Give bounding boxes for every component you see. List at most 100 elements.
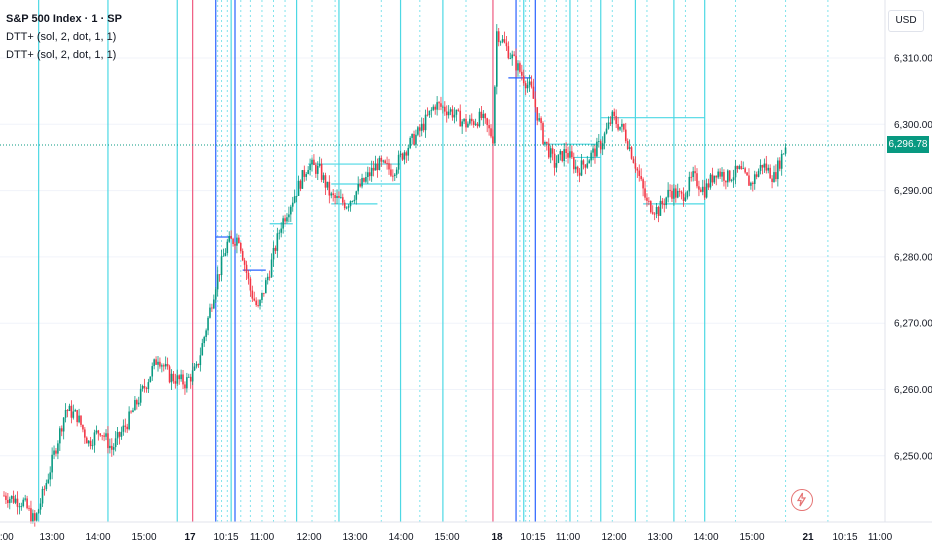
price-tick-label: 6,300.00 xyxy=(894,120,932,131)
candle-body xyxy=(66,410,69,411)
candle-body xyxy=(655,207,658,214)
candle-body xyxy=(653,213,656,215)
candle-body xyxy=(453,114,456,118)
candle-body xyxy=(530,81,533,87)
candle-body xyxy=(690,176,693,178)
candle-body xyxy=(682,193,685,201)
candle-body xyxy=(411,133,413,138)
time-tick-label: 11:00 xyxy=(556,532,581,543)
candle-body xyxy=(276,233,279,251)
candle-body xyxy=(388,163,390,170)
candle-body xyxy=(111,445,113,450)
candle-body xyxy=(105,433,107,437)
currency-button[interactable]: USD xyxy=(888,10,924,32)
candle-body xyxy=(636,168,639,171)
candle-body xyxy=(703,186,706,198)
candle-body xyxy=(114,438,117,448)
lightning-icon[interactable] xyxy=(791,489,813,511)
candle-body xyxy=(370,167,373,177)
candle-body xyxy=(51,454,53,473)
candle-body xyxy=(665,197,667,206)
candle-body xyxy=(59,428,61,444)
candle-body xyxy=(155,359,157,365)
candle-body xyxy=(648,200,650,202)
candle-body xyxy=(755,174,758,177)
time-tick-label: 21 xyxy=(802,532,814,543)
candle-body xyxy=(505,42,508,47)
candle-body xyxy=(644,188,646,198)
candle-body xyxy=(434,106,436,110)
candle-body xyxy=(93,432,96,446)
candle-body xyxy=(168,366,171,383)
candle-body xyxy=(503,39,506,43)
time-tick-label: 15:00 xyxy=(434,532,459,543)
candle-body xyxy=(97,430,100,434)
candle-body xyxy=(605,128,608,134)
candle-body xyxy=(603,133,606,144)
candle-body xyxy=(324,175,327,188)
candle-body xyxy=(211,307,213,309)
candle-body xyxy=(195,363,198,367)
candle-body xyxy=(613,111,616,117)
candle-body xyxy=(611,111,614,124)
candle-body xyxy=(528,81,531,85)
candle-body xyxy=(544,141,546,144)
candle-body xyxy=(124,425,127,427)
candle-body xyxy=(669,189,671,191)
candle-body xyxy=(484,113,487,119)
candle-body xyxy=(313,159,315,165)
candle-body xyxy=(551,148,554,154)
candle-body xyxy=(149,376,152,383)
indicator-label[interactable]: DTT+ (sol, 2, dot, 1, 1) xyxy=(6,49,117,61)
candle-body xyxy=(736,165,739,169)
candle-body xyxy=(494,86,496,144)
candle-body xyxy=(95,430,98,433)
candle-body xyxy=(584,164,587,168)
price-tick-label: 6,280.00 xyxy=(894,252,932,263)
candle-body xyxy=(186,377,188,389)
candle-body xyxy=(401,153,404,160)
candle-body xyxy=(253,298,256,301)
candle-body xyxy=(740,166,743,169)
candle-body xyxy=(303,170,306,177)
candle-body xyxy=(492,136,494,144)
candle-body xyxy=(519,63,521,72)
candle-body xyxy=(763,163,766,168)
candle-body xyxy=(522,75,525,84)
candle-body xyxy=(147,382,150,389)
candle-body xyxy=(430,109,433,111)
candle-body xyxy=(615,116,617,125)
symbol-title[interactable]: S&P 500 Index · 1 · SP xyxy=(6,13,122,25)
candle-body xyxy=(696,173,698,187)
candle-body xyxy=(363,177,365,182)
candle-body xyxy=(711,174,714,183)
candle-body xyxy=(157,361,159,365)
candle-body xyxy=(634,163,637,169)
candle-body xyxy=(109,445,111,449)
candle-body xyxy=(513,54,515,56)
candle-body xyxy=(205,330,207,338)
candle-body xyxy=(378,157,381,170)
candle-body xyxy=(507,46,510,59)
candle-body xyxy=(380,157,383,162)
candle-body xyxy=(746,172,748,176)
candle-body xyxy=(288,214,290,218)
candle-body xyxy=(136,400,138,405)
candle-body xyxy=(85,437,88,444)
candle-body xyxy=(778,160,781,169)
price-tick-label: 6,270.00 xyxy=(894,319,932,330)
candle-body xyxy=(521,71,523,76)
indicator-label[interactable]: DTT+ (sol, 2, dot, 1, 1) xyxy=(6,31,117,43)
candle-body xyxy=(642,179,644,189)
candle-body xyxy=(18,506,21,508)
price-tick-label: 6,310.00 xyxy=(894,54,932,65)
candle-body xyxy=(393,174,396,177)
candle-body xyxy=(536,107,539,121)
candle-body xyxy=(270,259,273,278)
candle-body xyxy=(640,176,642,180)
candle-body xyxy=(759,164,762,171)
price-tick-label: 6,250.00 xyxy=(894,451,932,462)
candle-body xyxy=(499,41,502,43)
candle-body xyxy=(651,212,654,214)
